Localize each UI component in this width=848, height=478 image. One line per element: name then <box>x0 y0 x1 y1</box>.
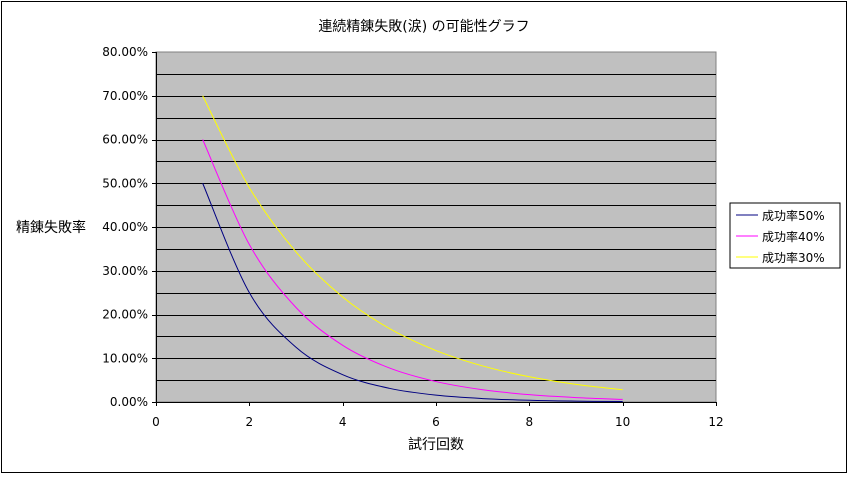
x-tick-label: 12 <box>708 415 723 429</box>
x-tick-label: 0 <box>152 415 160 429</box>
chart-title: 連続精錬失敗(涙) の可能性グラフ <box>318 18 529 35</box>
y-axis-label: 精錬失敗率 <box>16 219 86 236</box>
y-tick-label: 80.00% <box>102 45 148 59</box>
x-axis-label: 試行回数 <box>408 437 464 453</box>
y-tick-label: 20.00% <box>102 308 148 322</box>
axes: 0.00% 10.00% 20.00% 30.00% 40.00% 50.00% 60.00… <box>102 45 723 429</box>
x-tick-label: 2 <box>246 415 254 429</box>
series-lines <box>202 95 623 403</box>
series-line-1 <box>202 183 623 403</box>
x-tick-label: 4 <box>339 415 347 429</box>
series-line-3 <box>202 95 623 391</box>
y-tick-label: 10.00% <box>102 351 148 365</box>
y-tick-label: 0.00% <box>110 395 148 409</box>
legend-label-1: 成功率50% <box>762 208 825 223</box>
y-tick-label: 60.00% <box>102 133 148 147</box>
legend: 成功率50% 成功率40% 成功率30% <box>729 202 841 269</box>
y-tick-label: 40.00% <box>102 220 148 234</box>
legend-label-2: 成功率40% <box>762 229 825 244</box>
y-tick-label: 30.00% <box>102 264 148 278</box>
y-tick-label: 50.00% <box>102 176 148 190</box>
series-line-2 <box>202 139 623 400</box>
x-tick-label: 8 <box>526 415 534 429</box>
x-tick-label: 6 <box>432 415 440 429</box>
y-tick-label: 70.00% <box>102 89 148 103</box>
legend-label-3: 成功率30% <box>762 250 825 265</box>
x-tick-label: 10 <box>615 415 630 429</box>
